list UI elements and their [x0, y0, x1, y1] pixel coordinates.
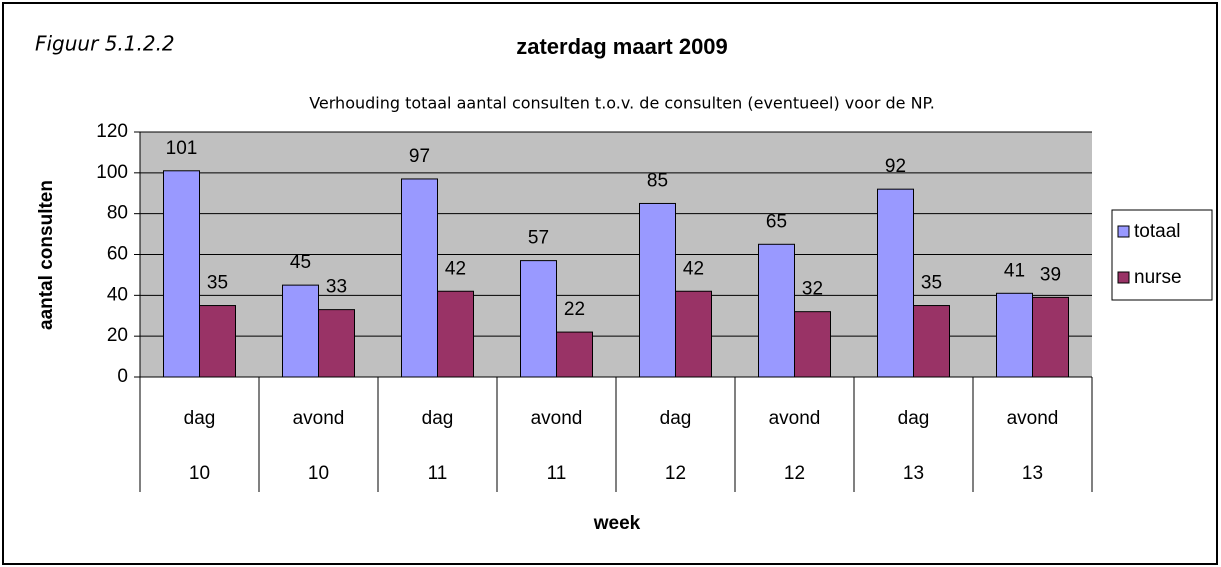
legend [1111, 209, 1213, 301]
data-label: 41 [1004, 260, 1025, 281]
bar [675, 290, 712, 378]
data-label: 65 [766, 211, 787, 232]
y-tick-label: 40 [107, 284, 128, 305]
data-label: 32 [802, 279, 823, 300]
data-label: 35 [207, 273, 228, 294]
bar [556, 331, 593, 378]
y-tick-label: 20 [107, 325, 128, 346]
legend-label: nurse [1134, 267, 1182, 288]
legend-swatch [1117, 225, 1130, 238]
bar [877, 188, 914, 378]
x-tick-label: avond [531, 408, 583, 429]
bar [282, 284, 319, 378]
bar [996, 292, 1033, 378]
y-tick-label: 100 [96, 162, 128, 183]
bar [1032, 296, 1069, 378]
y-tick-label: 120 [96, 121, 128, 142]
bar [401, 178, 438, 378]
x-axis-label: week [593, 513, 641, 534]
x-tick-label: dag [898, 408, 930, 429]
bar [163, 170, 200, 378]
bar [520, 260, 557, 378]
x-group-label: 11 [547, 463, 567, 484]
data-label: 97 [409, 146, 430, 167]
x-group-label: 12 [784, 463, 805, 484]
x-group-label: 13 [1022, 463, 1043, 484]
bar [318, 309, 355, 378]
x-tick-label: dag [422, 408, 454, 429]
data-label: 57 [528, 228, 549, 249]
x-tick-label: avond [293, 408, 345, 429]
y-tick-label: 0 [117, 366, 128, 387]
x-group-label: 10 [308, 463, 329, 484]
bar [199, 305, 236, 378]
bar [639, 202, 676, 378]
legend-label: totaal [1134, 221, 1180, 242]
data-label: 33 [326, 277, 347, 298]
chart-subtitle: Verhouding totaal aantal consulten t.o.v… [309, 94, 935, 113]
data-label: 101 [166, 138, 198, 159]
y-axis-label: aantal consulten [36, 180, 57, 330]
bar [758, 243, 795, 378]
y-tick-label: 80 [107, 203, 128, 224]
x-tick-label: avond [769, 408, 821, 429]
data-label: 35 [921, 273, 942, 294]
bar [913, 305, 950, 378]
data-label: 39 [1040, 264, 1061, 285]
bar [437, 290, 474, 378]
x-tick-label: dag [184, 408, 216, 429]
x-group-label: 11 [428, 463, 448, 484]
x-group-label: 12 [665, 463, 686, 484]
data-label: 45 [290, 252, 311, 273]
data-label: 22 [564, 299, 585, 320]
data-label: 42 [445, 258, 466, 279]
legend-swatch [1117, 271, 1130, 284]
figure-label: Figuur 5.1.2.2 [35, 32, 175, 56]
chart-title: zaterdag maart 2009 [516, 34, 728, 59]
data-label: 85 [647, 170, 668, 191]
data-label: 42 [683, 258, 704, 279]
x-tick-label: avond [1007, 408, 1059, 429]
x-tick-label: dag [660, 408, 692, 429]
x-group-label: 10 [189, 463, 210, 484]
x-group-label: 13 [903, 463, 924, 484]
data-label: 92 [885, 156, 906, 177]
bar [794, 311, 831, 378]
y-tick-label: 60 [107, 244, 128, 265]
